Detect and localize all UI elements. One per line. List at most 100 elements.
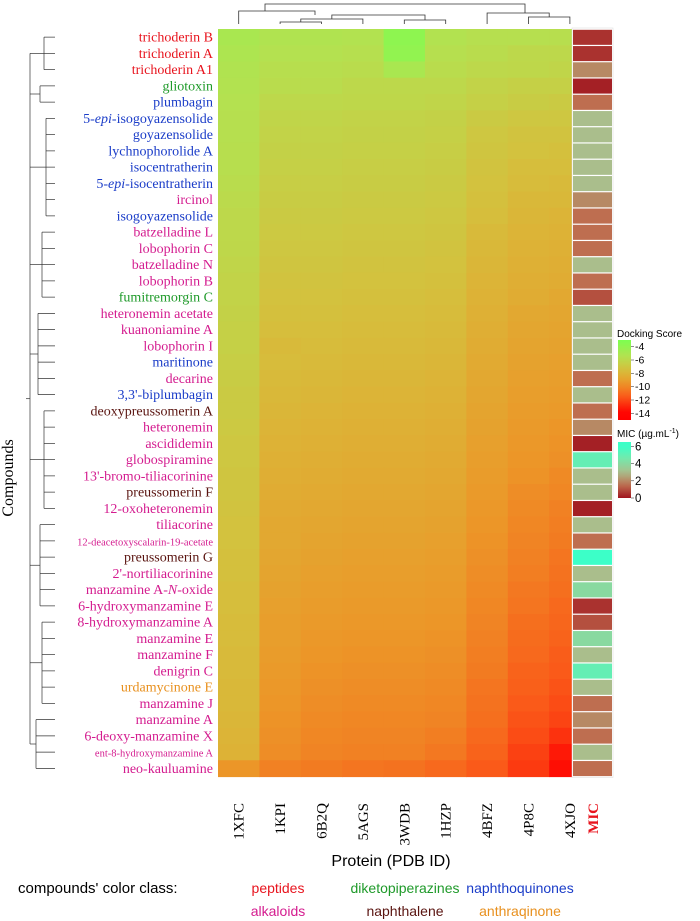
class-legend-item: alkaloids (251, 903, 305, 919)
class-legend-items: peptides diketopiperazines naphthoquinones… (251, 880, 574, 919)
heatmap-cell (300, 500, 343, 518)
heatmap-cell (466, 29, 509, 46)
compound-label: decarine (166, 372, 213, 387)
heatmap-cell (383, 354, 426, 371)
heatmap-cell (507, 110, 550, 128)
heatmap-cell (383, 695, 426, 713)
heatmap-cell (425, 532, 467, 550)
heatmap-cell (507, 207, 550, 225)
compound-label: ascididemin (145, 437, 213, 452)
heatmap-cell (507, 256, 550, 274)
mic-column-label: MIC (586, 803, 602, 834)
mic-cell (573, 159, 612, 175)
heatmap-cell (466, 386, 509, 404)
docking-score-legend-title: Docking Score (617, 329, 682, 340)
heatmap-cell (466, 305, 509, 323)
heatmap-cell (218, 224, 260, 241)
heatmap-cells (218, 29, 592, 778)
heatmap-cell (466, 272, 509, 290)
mic-cell (573, 354, 612, 370)
heatmap-cell (300, 744, 343, 761)
class-legend-item: peptides (252, 880, 305, 896)
mic-cell (573, 273, 612, 289)
heatmap-cell (466, 597, 509, 615)
heatmap-cell (425, 386, 467, 404)
heatmap-cell (259, 175, 302, 193)
score-tick-label: -6 (635, 355, 644, 367)
heatmap-cell (342, 679, 385, 696)
compound-label: gliotoxin (162, 79, 213, 94)
heatmap-cell (218, 29, 260, 46)
heatmap-cell (342, 435, 385, 453)
compound-label: manzamine A-N-oxide (86, 583, 213, 598)
heatmap-cell (507, 159, 550, 176)
mic-cell (573, 452, 612, 468)
heatmap-cell (383, 679, 426, 696)
heatmap-cell (507, 175, 550, 193)
heatmap-cell (466, 679, 509, 696)
heatmap-cell (342, 516, 385, 534)
heatmap-cell (466, 532, 509, 550)
heatmap-cell (342, 549, 385, 566)
mic-cell (573, 289, 612, 305)
heatmap-cell (425, 500, 467, 518)
heatmap-cell (383, 451, 426, 469)
heatmap-cell (300, 646, 343, 664)
mic-cell (573, 436, 612, 452)
score-tick-label: -10 (635, 381, 650, 393)
heatmap-cell (300, 110, 343, 128)
protein-labels: 1XFC 1KPI 6B2Q 5AGS 3WDB 1HZP 4BFZ 4P8C 4XJO (232, 803, 579, 846)
mic-cell (573, 679, 612, 695)
compound-label: lobophorin B (139, 274, 213, 289)
mic-cell (573, 387, 612, 403)
heatmap-cell (259, 402, 302, 420)
score-tick-label: -8 (635, 368, 644, 380)
heatmap-cell (259, 744, 302, 761)
heatmap-cell (466, 61, 509, 79)
heatmap-cell (300, 240, 343, 258)
heatmap-cell (383, 419, 426, 436)
heatmap-cell (259, 695, 302, 713)
heatmap-cell (466, 354, 509, 371)
heatmap-cell (259, 516, 302, 534)
heatmap-cell (383, 240, 426, 258)
mic-tick-label: 4 (635, 459, 642, 471)
heatmap-cell (218, 77, 260, 95)
heatmap-cell (300, 695, 343, 713)
heatmap-cell (218, 662, 260, 680)
heatmap-cell (300, 597, 343, 615)
heatmap-cell (342, 451, 385, 469)
heatmap-cell (342, 370, 385, 388)
heatmap-cell (342, 321, 385, 339)
heatmap-cell (342, 191, 385, 209)
heatmap-cell (342, 402, 385, 420)
heatmap-cell (507, 305, 550, 323)
heatmap-cell (259, 142, 302, 160)
heatmap-cell (259, 760, 302, 778)
heatmap-cell (425, 337, 467, 355)
heatmap-cell (383, 289, 426, 306)
heatmap-cell (300, 337, 343, 355)
protein-label: 6B2Q (315, 803, 331, 839)
heatmap-cell (383, 727, 426, 745)
compound-label: 2'-nortiliacorinine (113, 567, 214, 582)
heatmap-cell (300, 126, 343, 144)
heatmap-cell (342, 500, 385, 518)
heatmap-cell (342, 175, 385, 193)
heatmap-cell (507, 549, 550, 566)
mic-tick-label: 2 (635, 476, 641, 488)
heatmap-cell (342, 565, 385, 583)
heatmap-cell (466, 744, 509, 761)
heatmap-cell (218, 142, 260, 160)
heatmap-cell (466, 159, 509, 176)
mic-cell (573, 484, 612, 500)
heatmap-cell (425, 207, 467, 225)
heatmap-cell (259, 630, 302, 648)
heatmap-cell (466, 321, 509, 339)
heatmap-cell (466, 77, 509, 95)
heatmap-cell (383, 614, 426, 631)
compound-label: trichoderin B (139, 31, 213, 46)
heatmap-cell (342, 695, 385, 713)
heatmap-cell (425, 402, 467, 420)
